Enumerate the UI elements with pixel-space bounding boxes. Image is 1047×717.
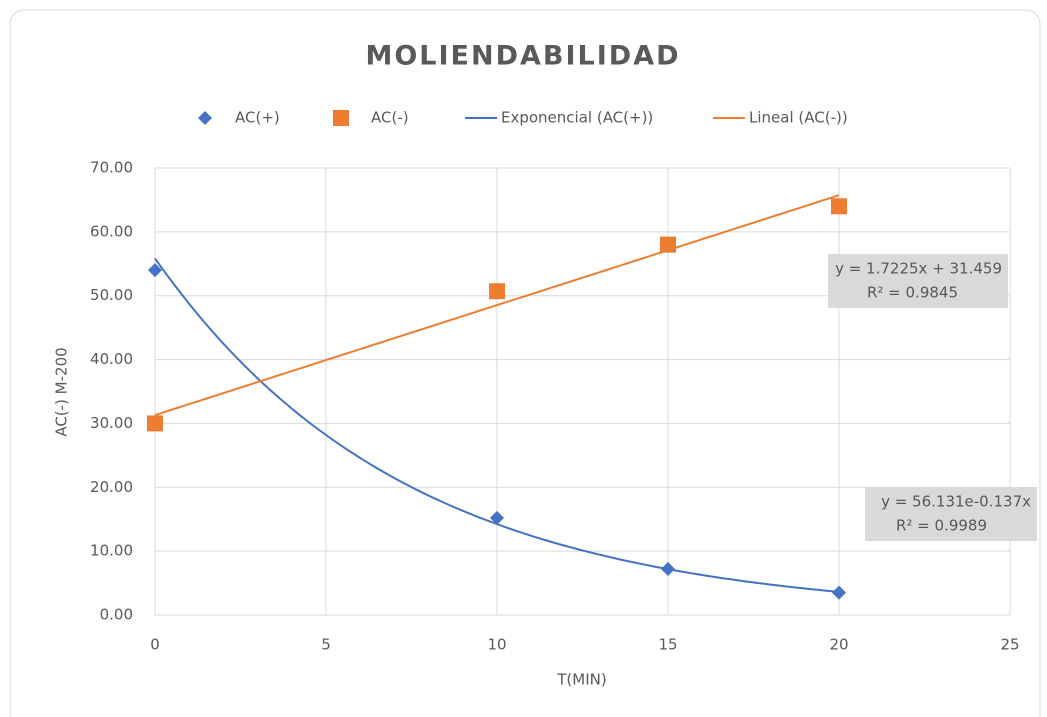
y-tick-label: 10.00 bbox=[90, 542, 133, 560]
data-point bbox=[489, 283, 505, 300]
x-tick-label: 20 bbox=[829, 636, 848, 654]
data-point bbox=[832, 585, 846, 600]
trendline-equation: y = 1.7225x + 31.459 bbox=[835, 260, 1002, 278]
data-point bbox=[831, 198, 847, 215]
x-tick-label: 5 bbox=[321, 636, 331, 654]
x-axis-label: T(MIN) bbox=[556, 671, 606, 689]
legend-marker bbox=[198, 111, 212, 125]
x-tick-label: 0 bbox=[150, 636, 160, 654]
y-tick-label: 20.00 bbox=[90, 478, 133, 496]
chart-frame bbox=[9, 9, 1041, 717]
legend-label: AC(-) bbox=[371, 109, 409, 127]
data-point bbox=[660, 236, 676, 253]
data-point bbox=[147, 415, 163, 432]
y-tick-label: 0.00 bbox=[100, 606, 133, 624]
trendline-r-squared: R² = 0.9989 bbox=[896, 517, 987, 535]
x-tick-label: 15 bbox=[658, 636, 677, 654]
y-tick-label: 70.00 bbox=[90, 159, 133, 177]
y-axis-label: AC(-) M-200 bbox=[53, 347, 71, 436]
x-tick-label: 10 bbox=[487, 636, 506, 654]
x-tick-label: 25 bbox=[1000, 636, 1019, 654]
legend-label: Lineal (AC(-)) bbox=[749, 109, 848, 127]
chart-title: MOLIENDABILIDAD bbox=[365, 41, 680, 72]
trendline-equation: y = 56.131e-0.137x bbox=[881, 493, 1031, 511]
y-tick-label: 40.00 bbox=[90, 350, 133, 368]
equation-box bbox=[865, 487, 1037, 541]
data-point bbox=[148, 263, 162, 278]
y-tick-label: 60.00 bbox=[90, 222, 133, 240]
trendline-r-squared: R² = 0.9845 bbox=[867, 284, 958, 302]
data-point bbox=[661, 562, 675, 577]
legend-marker bbox=[333, 110, 349, 126]
y-tick-label: 30.00 bbox=[90, 414, 133, 432]
equation-box bbox=[828, 254, 1008, 308]
legend-label: AC(+) bbox=[235, 109, 280, 127]
legend-label: Exponencial (AC(+)) bbox=[501, 109, 653, 127]
data-point bbox=[490, 510, 504, 525]
y-tick-label: 50.00 bbox=[90, 286, 133, 304]
trendline bbox=[154, 194, 840, 417]
